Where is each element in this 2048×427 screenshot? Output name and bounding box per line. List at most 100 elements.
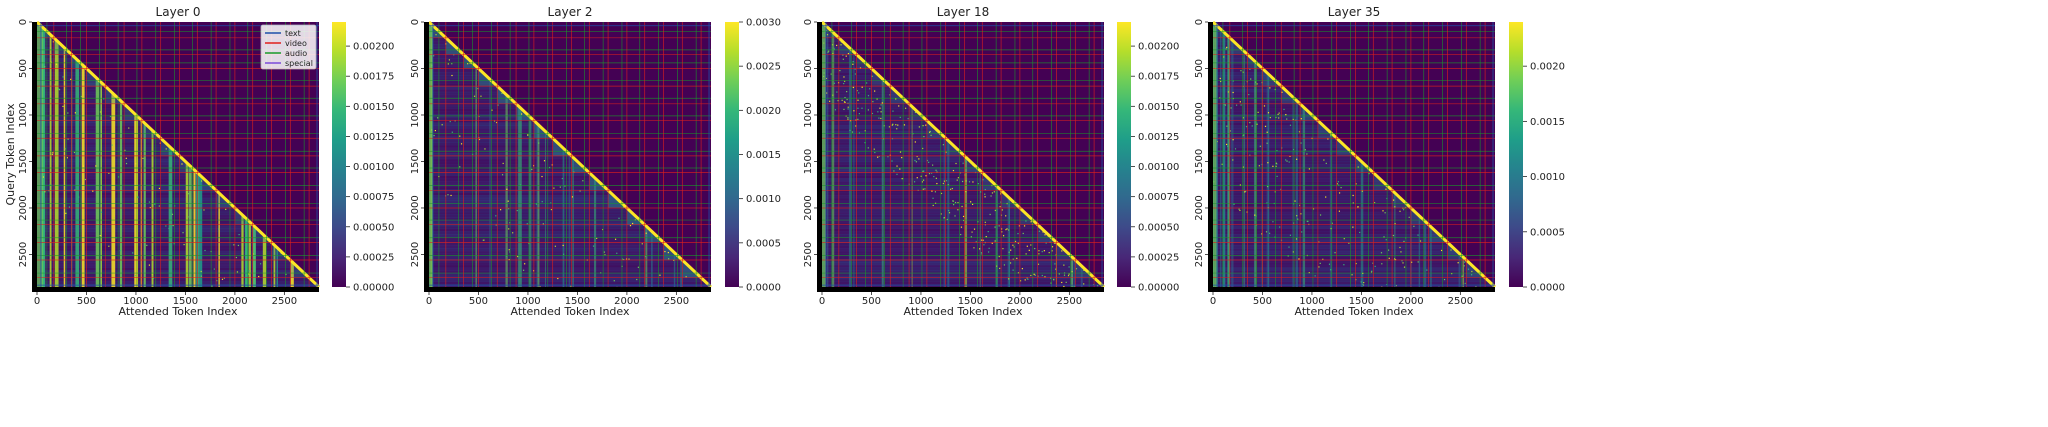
heatmap-dot [1226, 46, 1228, 48]
heatmap-dot [899, 168, 901, 170]
heatmap-dot [602, 228, 604, 231]
heatmap-dot [896, 128, 898, 130]
heatmap-dot [854, 68, 856, 70]
heatmap-dot [97, 222, 99, 225]
heatmap-dot [1013, 246, 1015, 248]
heatmap-dot [519, 184, 522, 186]
heatmap-row [822, 100, 909, 104]
heatmap-dot [1063, 285, 1065, 287]
heatmap-row [429, 153, 572, 157]
heatmap-dot [134, 274, 137, 277]
heatmap-row [37, 111, 135, 115]
y-axis-label: Query Token Index [4, 103, 17, 205]
heatmap-dot [877, 111, 879, 113]
heatmap-dot [857, 118, 859, 120]
heatmap-dot [982, 239, 984, 241]
heatmap-row [1213, 194, 1401, 199]
heatmap-dot [825, 77, 828, 80]
heatmap-dot [947, 184, 949, 186]
heatmap-row [822, 102, 912, 107]
heatmap-row [429, 100, 516, 104]
heatmap-dot [826, 34, 829, 36]
heatmap-dot [931, 190, 933, 192]
heatmap-stripe [1329, 131, 1333, 287]
heatmap-stripe [188, 164, 192, 287]
heatmap-dot [1001, 228, 1003, 230]
heatmap-stripe [848, 47, 852, 287]
heatmap-dot [1221, 163, 1223, 165]
heatmap-dot [1023, 225, 1026, 227]
colorbar-tick-label: 0.00100 [353, 162, 394, 173]
heatmap-dot [1330, 269, 1332, 271]
heatmap-dot [929, 131, 931, 133]
heatmap-dot [1277, 113, 1279, 116]
heatmap-dot [165, 148, 167, 150]
heatmap-dot [1068, 266, 1070, 268]
heatmap-dot [1289, 234, 1292, 236]
heatmap-row [37, 197, 227, 202]
heatmap-dot [1275, 165, 1277, 167]
heatmap-dot [1281, 147, 1283, 149]
x-axis-spine [32, 287, 319, 292]
heatmap-dot [965, 180, 967, 182]
heatmap-dot [962, 162, 964, 164]
heatmap-row [429, 161, 581, 165]
heatmap-dot [1319, 214, 1322, 216]
heatmap-dot [67, 112, 69, 114]
heatmap-dot [1075, 268, 1078, 270]
heatmap-row [1213, 80, 1279, 84]
heatmap-stripe [199, 174, 203, 287]
heatmap-row [822, 44, 849, 48]
heatmap-dot [1224, 104, 1227, 106]
heatmap-dot [936, 182, 938, 185]
heatmap-dot [149, 206, 151, 209]
heatmap-dot [1254, 214, 1256, 216]
heatmap-dot [1276, 163, 1278, 165]
heatmap-dot [1383, 236, 1385, 238]
heatmap-dot [973, 228, 976, 230]
heatmap-dot [990, 195, 992, 197]
legend-box [260, 24, 317, 70]
heatmap-dot [1269, 87, 1271, 89]
heatmap-stripe [1462, 256, 1464, 287]
y-tick-label: 500 [1194, 59, 1205, 78]
heatmap-row [429, 231, 655, 235]
colorbar-tick-label: 0.00200 [1138, 42, 1179, 53]
heatmap-row [429, 122, 539, 126]
x-axis-label: Attended Token Index [1294, 305, 1413, 318]
heatmap-row [37, 153, 180, 157]
heatmap-dot [1061, 281, 1063, 284]
colorbar: 0.0000 0.0005 0.0010 0.0015 0.0020 [1509, 22, 1565, 294]
colorbar-tick-label: 0.0010 [746, 194, 781, 205]
heatmap-stripe [1080, 265, 1083, 287]
heatmap-dot [881, 102, 883, 104]
heatmap-dot [1451, 273, 1453, 275]
heatmap-dot [73, 151, 76, 154]
heatmap-row [37, 41, 61, 45]
heatmap-dot [1054, 263, 1056, 265]
heatmap-dot [1008, 251, 1010, 253]
heatmap-dot [999, 267, 1001, 270]
heatmap-row [429, 172, 593, 177]
heatmap-dot [248, 273, 250, 275]
heatmap-dot [1240, 104, 1242, 106]
heatmap-dot [1225, 48, 1227, 50]
heatmap-dot [1362, 284, 1364, 286]
heatmap-dot [945, 180, 947, 182]
heatmap-dot [1044, 276, 1046, 278]
heatmap-dot [1312, 208, 1315, 210]
heatmap-stripe [1292, 96, 1294, 287]
heatmap-dot [1325, 162, 1327, 164]
heatmap-row [429, 245, 670, 249]
x-axis-spine [1208, 287, 1495, 292]
heatmap-row [1213, 167, 1371, 171]
x-tick-label: 1500 [958, 296, 983, 307]
heatmap-dot [951, 187, 953, 190]
heatmap-dot [1245, 190, 1247, 192]
heatmap-dot [1245, 126, 1248, 128]
heatmap-dot [857, 99, 859, 101]
heatmap-dot [50, 61, 52, 63]
heatmap-dot [108, 172, 110, 174]
heatmap-dot [827, 51, 829, 53]
heatmap-dot [1372, 262, 1374, 264]
